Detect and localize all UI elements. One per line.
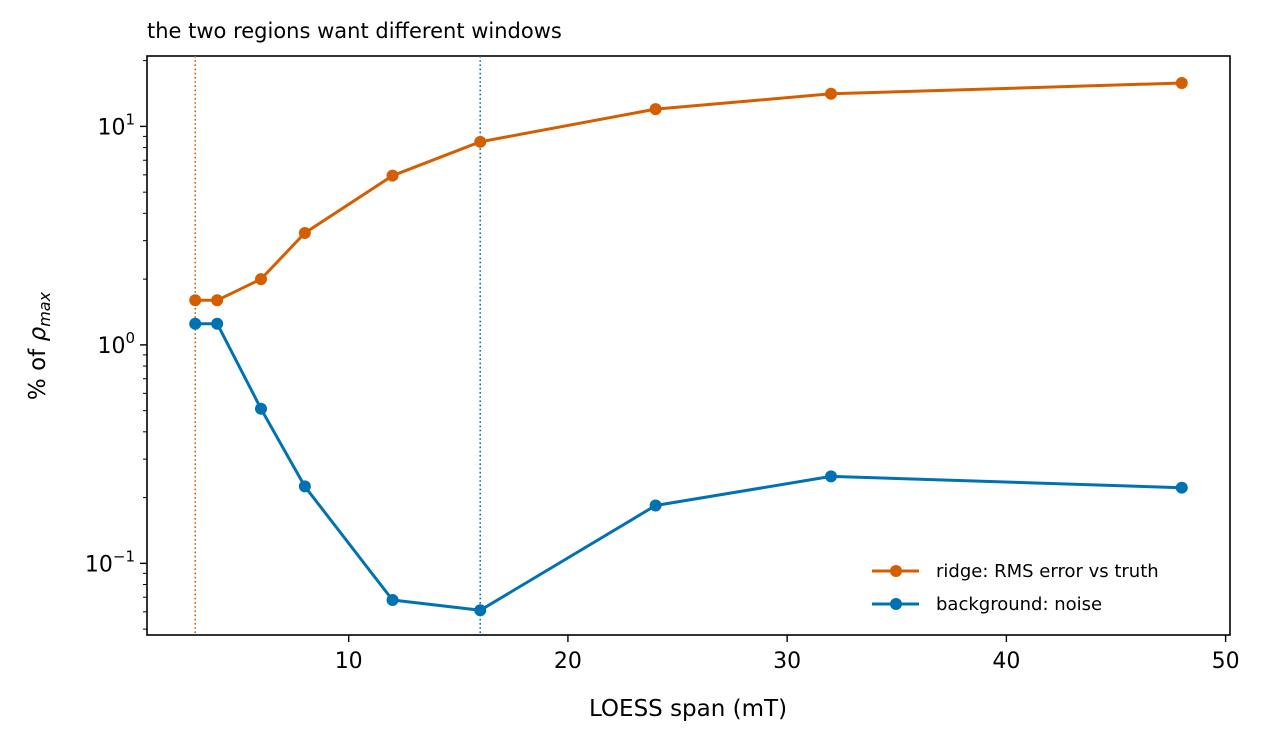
x-axis-label: LOESS span (mT) <box>589 696 787 722</box>
series-0-point-3 <box>298 227 311 240</box>
series-0-line <box>195 81 1182 302</box>
x-axis: 10 20 30 40 50 <box>335 635 1240 674</box>
series-1-point-6 <box>649 499 662 512</box>
x-tick-label-10: 10 <box>335 649 363 674</box>
plot-area <box>146 55 1231 636</box>
series-1-point-3 <box>298 480 311 493</box>
series-1-point-5 <box>474 604 487 617</box>
legend-marker-0 <box>890 565 902 577</box>
y-axis: 10−1 100 101 <box>85 60 147 630</box>
series-0-point-7 <box>825 87 837 100</box>
y-axis-label-subscript: max <box>35 291 54 326</box>
series-layer <box>189 76 1188 617</box>
series-0-point-8 <box>1175 76 1188 89</box>
series-0-point-2 <box>255 273 267 286</box>
series-1-point-8 <box>1175 481 1188 494</box>
legend-label-1: background: noise <box>936 594 1102 615</box>
x-tick-label-30: 30 <box>773 649 801 674</box>
series-0-point-1 <box>211 294 224 307</box>
legend: ridge: RMS error vs truth background: noi… <box>872 561 1159 615</box>
series-1-point-0 <box>189 317 202 330</box>
legend-marker-1 <box>890 598 902 610</box>
series-1-point-4 <box>386 593 399 606</box>
y-tick-label-0: 10−1 <box>85 547 135 577</box>
series-0-point-4 <box>386 169 399 182</box>
chart-title: the two regions want different windows <box>147 19 562 43</box>
x-tick-label-20: 20 <box>554 649 582 674</box>
series-1-point-7 <box>825 470 837 483</box>
y-tick-label-1: 100 <box>97 329 135 359</box>
series-0-point-5 <box>474 135 487 148</box>
legend-label-0: ridge: RMS error vs truth <box>936 561 1159 582</box>
y-tick-label-2: 101 <box>97 110 135 140</box>
reference-lines <box>194 56 482 635</box>
series-0-point-0 <box>189 294 202 307</box>
y-axis-label-prefix: % of <box>25 341 51 400</box>
series-1-point-2 <box>255 402 267 415</box>
y-axis-label-symbol: ρ <box>25 326 51 341</box>
x-tick-label-50: 50 <box>1212 649 1240 674</box>
x-tick-label-40: 40 <box>992 649 1020 674</box>
series-1-point-1 <box>211 317 224 330</box>
y-axis-label: % of ρmax <box>25 291 54 400</box>
series-0-point-6 <box>649 103 662 116</box>
